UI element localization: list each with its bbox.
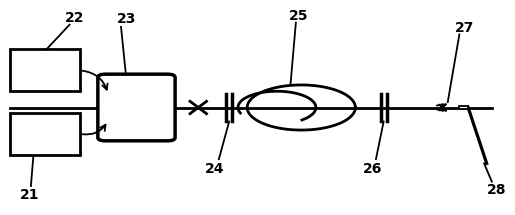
Text: 28: 28 [487, 183, 507, 197]
FancyBboxPatch shape [10, 113, 80, 155]
Text: 23: 23 [116, 12, 136, 26]
FancyBboxPatch shape [98, 74, 175, 141]
Text: 21: 21 [20, 187, 40, 202]
Text: 27: 27 [455, 21, 474, 35]
Text: 26: 26 [363, 162, 382, 176]
Bar [459, 106, 468, 109]
FancyBboxPatch shape [10, 49, 80, 91]
Text: 24: 24 [205, 162, 225, 176]
Text: 25: 25 [289, 9, 308, 23]
Text: 22: 22 [65, 11, 84, 25]
